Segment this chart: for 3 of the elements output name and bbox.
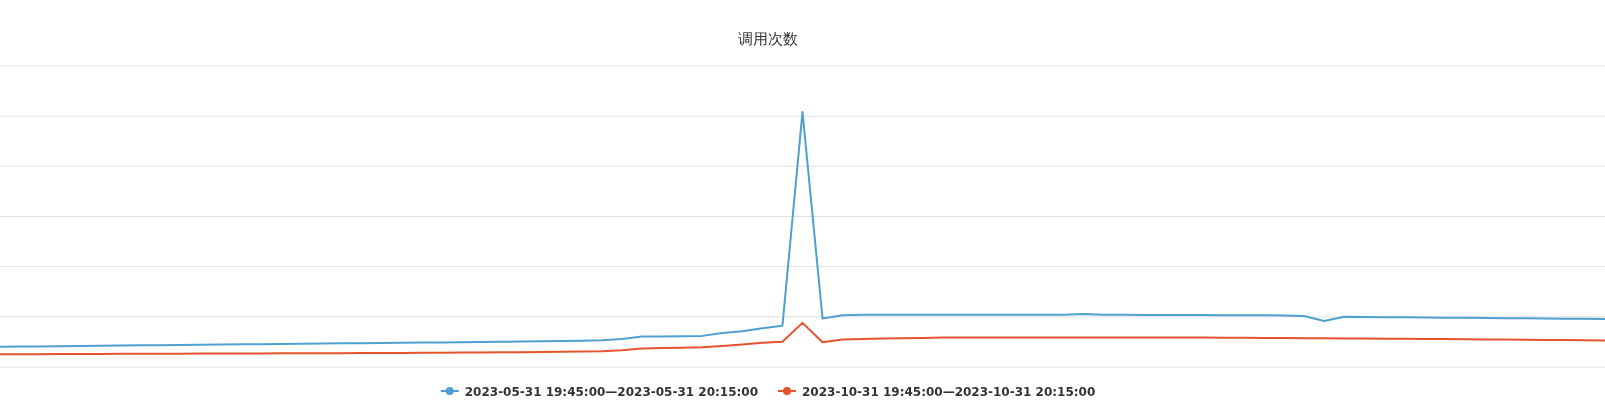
legend-label: 2023-10-31 19:45:00—2023-10-31 20:15:00 — [802, 384, 1096, 399]
legend-label: 2023-05-31 19:45:00—2023-05-31 20:15:00 — [464, 384, 758, 399]
chart-title: 调用次数 — [738, 30, 798, 48]
